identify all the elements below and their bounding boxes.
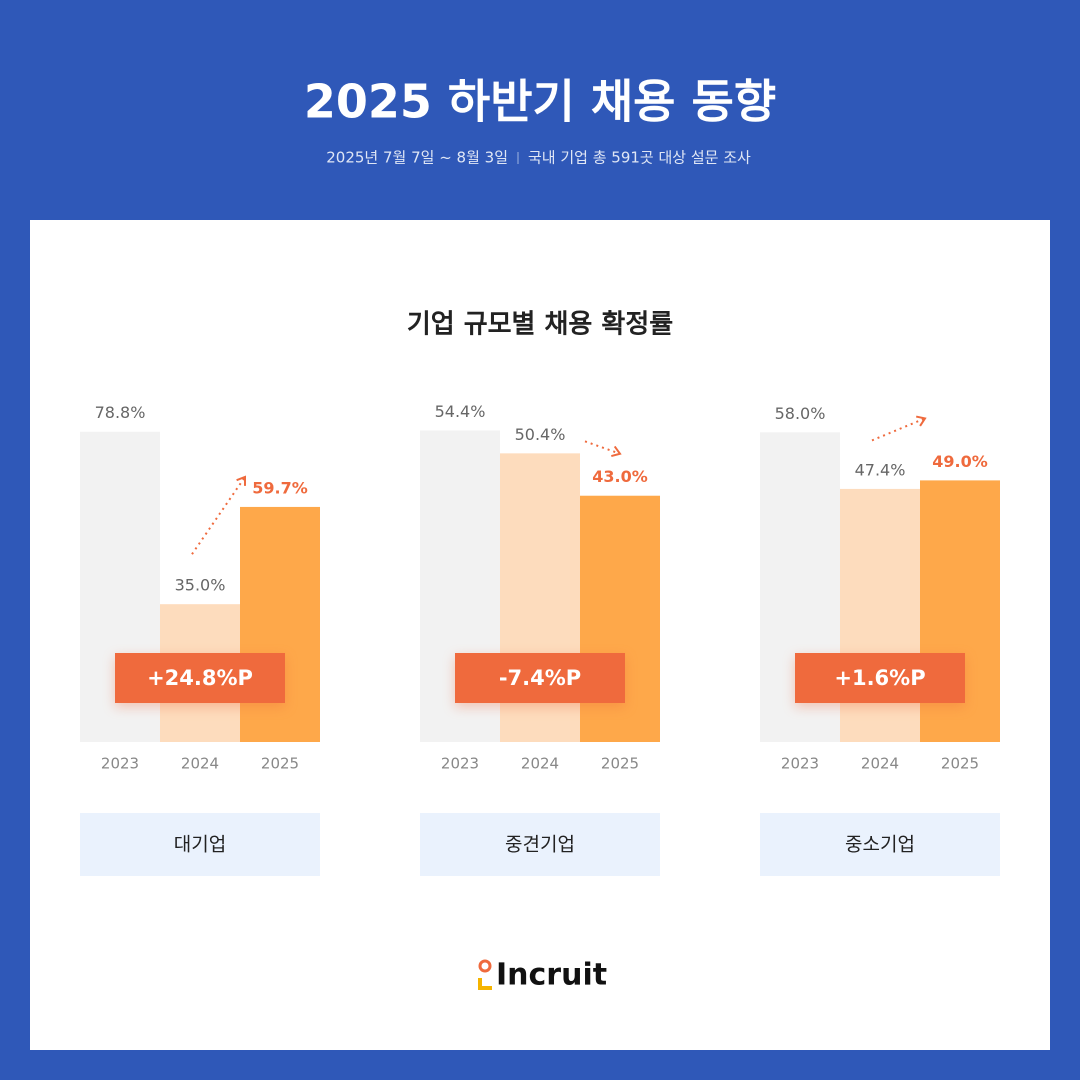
x-tick-label: 2024 (861, 755, 899, 773)
value-label: 58.0% (775, 404, 826, 423)
change-badge (795, 653, 965, 703)
value-label: 78.8% (95, 403, 146, 422)
value-label: 49.0% (932, 452, 988, 471)
trend-arrow (584, 440, 621, 455)
change-label: -7.4%P (499, 666, 581, 690)
subtitle-date: 2025년 7월 7일 ~ 8월 3일 (326, 149, 508, 167)
logo-text: Incruit (496, 958, 607, 993)
x-tick-label: 2023 (101, 755, 139, 773)
value-label: 47.4% (855, 460, 906, 479)
logo-mark (478, 978, 492, 990)
trend-arrow-head (236, 475, 247, 486)
value-label: 59.7% (252, 478, 308, 497)
change-badge (115, 653, 285, 703)
subtitle-survey: 국내 기업 총 591곳 대상 설문 조사 (528, 149, 751, 167)
group-box (760, 813, 1000, 876)
group-box (420, 813, 660, 876)
logo-dot (478, 959, 492, 973)
trend-arrow-head (611, 445, 622, 458)
value-label: 50.4% (515, 425, 566, 444)
trend-arrow-head (915, 415, 927, 427)
value-label: 35.0% (175, 576, 226, 595)
x-tick-label: 2025 (261, 755, 299, 773)
bar (240, 506, 320, 742)
value-label: 54.4% (435, 402, 486, 421)
charts: 78.8% 2023 35.0% 2024 59.7% 2025 +24.8%P 대기업 54.… (80, 402, 1000, 876)
group-name: 중견기업 (505, 834, 575, 856)
trend-arrow (191, 476, 246, 555)
logo: Incruit (478, 958, 607, 993)
group-name: 대기업 (174, 834, 226, 856)
group-name: 중소기업 (845, 834, 915, 856)
group-box (80, 813, 320, 876)
x-tick-label: 2023 (781, 755, 819, 773)
x-tick-label: 2025 (601, 755, 639, 773)
change-badge (455, 653, 625, 703)
bar (840, 488, 920, 742)
bar (580, 495, 660, 742)
section-title: 기업 규모별 채용 확정률 (407, 310, 673, 340)
x-tick-label: 2024 (181, 755, 219, 773)
x-tick-label: 2024 (521, 755, 559, 773)
x-tick-label: 2025 (941, 755, 979, 773)
change-label: +24.8%P (147, 666, 253, 690)
value-label: 43.0% (592, 467, 648, 486)
x-tick-label: 2023 (441, 755, 479, 773)
change-label: +1.6%P (834, 666, 925, 690)
watermark: 뉴스1 (923, 987, 1055, 1047)
page-title: 2025 하반기 채용 동향 (304, 75, 776, 129)
